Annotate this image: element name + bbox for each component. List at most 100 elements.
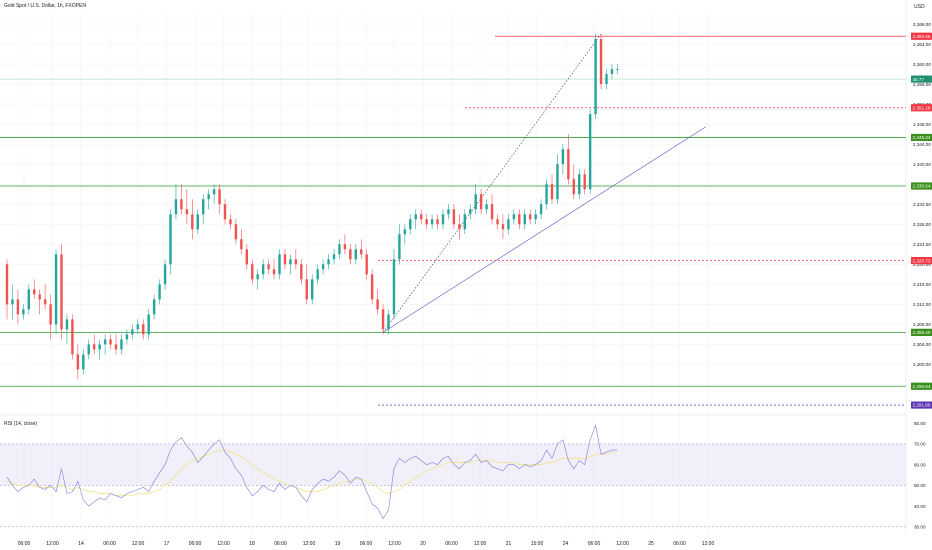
y-tick-label: 2,340.00 xyxy=(913,162,931,167)
y-tick-label: 2,360.00 xyxy=(913,62,931,67)
rsi-y-tick-label: 70.00 xyxy=(914,442,926,447)
candle-body xyxy=(60,254,63,330)
candle-body xyxy=(539,204,543,215)
candle-body xyxy=(616,69,619,70)
y-tick-label: 2,308.00 xyxy=(913,322,931,327)
x-tick-label: 17 xyxy=(164,541,170,547)
candle-body xyxy=(490,204,494,220)
price-level-label: 2,351.28 xyxy=(913,105,931,110)
candle-body xyxy=(370,274,374,300)
candle-body xyxy=(518,214,521,225)
candle-body xyxy=(11,299,14,305)
x-tick-label: 12:00 xyxy=(702,541,715,547)
price-level-label: 2,365.55 xyxy=(913,34,931,39)
candle-body xyxy=(436,219,439,225)
x-tick-label: 06:00 xyxy=(189,541,202,547)
candle-body xyxy=(158,284,161,300)
y-tick-label: 2,332.00 xyxy=(913,202,931,207)
y-tick-label: 2,364.00 xyxy=(913,42,931,47)
candle-body xyxy=(93,344,96,350)
x-tick-label: 18 xyxy=(249,541,255,547)
rsi-y-tick-label: 50.00 xyxy=(914,483,926,488)
ascending-trendline xyxy=(382,126,707,333)
candle-body xyxy=(398,234,401,260)
price-level-badge xyxy=(911,328,932,336)
candle-body xyxy=(327,259,330,265)
candle-body xyxy=(392,259,396,315)
candle-body xyxy=(403,229,407,235)
price-level-label: 2,306.40 xyxy=(913,330,931,335)
candle-body xyxy=(387,314,390,330)
rsi-band-fill xyxy=(0,443,906,486)
candle-body xyxy=(567,149,570,180)
candle-body xyxy=(109,339,112,345)
price-level-label: 2,320.73 xyxy=(913,258,931,263)
candle-body xyxy=(49,304,52,325)
x-tick-label: 06:00 xyxy=(588,541,601,547)
candle-body xyxy=(523,214,526,225)
price-level-badge xyxy=(911,75,932,83)
candle-body xyxy=(360,249,363,255)
y-tick-label: 2,328.00 xyxy=(913,222,931,227)
price-level-label: 2,345.34 xyxy=(913,135,931,140)
candle-body xyxy=(311,279,314,300)
chart-title: Gold Spot / U.S. Dollar, 1h, FXOPEN xyxy=(4,3,86,9)
candle-body xyxy=(234,224,238,240)
candle-body xyxy=(561,149,565,165)
price-level-badge xyxy=(911,382,932,390)
drawings-layer xyxy=(382,33,707,333)
candle-body xyxy=(321,264,325,270)
candle-body xyxy=(420,214,423,220)
candle-body xyxy=(229,219,232,225)
candle-body xyxy=(300,264,303,280)
candle-body xyxy=(125,334,129,340)
candle-body xyxy=(136,324,139,330)
grid-layer xyxy=(0,14,906,533)
rsi-ma-line xyxy=(6,449,618,497)
candle-body xyxy=(87,344,90,355)
y-tick-label: 2,368.00 xyxy=(913,22,931,27)
candle-body xyxy=(605,74,608,85)
rsi-background-layer xyxy=(0,414,906,528)
x-tick-label: 12:00 xyxy=(46,541,59,547)
y-tick-label: 2,344.00 xyxy=(913,142,931,147)
candle-body xyxy=(316,269,319,280)
rsi-layer xyxy=(6,424,618,520)
candle-body xyxy=(180,199,183,210)
candle-body xyxy=(103,339,107,345)
x-tick-label: 15:00 xyxy=(531,541,544,547)
candle-body xyxy=(76,354,80,370)
rsi-y-tick-label: 40.00 xyxy=(914,504,926,509)
candle-body xyxy=(272,269,276,275)
projection-dashed-line xyxy=(382,33,602,333)
candle-body xyxy=(261,264,265,275)
x-tick-label: 06:00 xyxy=(103,541,116,547)
candle-body xyxy=(142,324,145,335)
candle-body xyxy=(185,209,189,215)
candle-body xyxy=(240,239,243,250)
price-level-badge xyxy=(911,401,932,409)
candle-body xyxy=(256,274,259,280)
rsi-y-tick-label: 30.00 xyxy=(914,525,926,530)
candle-body xyxy=(54,254,58,325)
y-tick-label: 2,348.00 xyxy=(913,122,931,127)
candle-body xyxy=(479,194,483,210)
price-labels-layer: 2,365.55 40.77 2,351.28 2,345.34 2,335.64 2,3… xyxy=(911,32,932,409)
price-level-badge xyxy=(911,104,932,112)
y-tick-label: 2,304.00 xyxy=(913,342,931,347)
candle-body xyxy=(82,354,85,370)
candle-body xyxy=(469,209,472,215)
candle-body xyxy=(71,319,74,355)
x-tick-label: 06:00 xyxy=(274,541,287,547)
candle-body xyxy=(365,254,368,275)
candle-body xyxy=(114,344,118,350)
x-tick-label: 25 xyxy=(648,541,654,547)
candle-body xyxy=(354,249,357,260)
candle-body xyxy=(447,209,450,215)
candle-body xyxy=(550,184,554,200)
candle-body xyxy=(583,174,586,190)
candle-body xyxy=(578,174,581,195)
price-level-label: 40.77 xyxy=(913,77,925,82)
x-tick-label: 12:00 xyxy=(132,541,145,547)
